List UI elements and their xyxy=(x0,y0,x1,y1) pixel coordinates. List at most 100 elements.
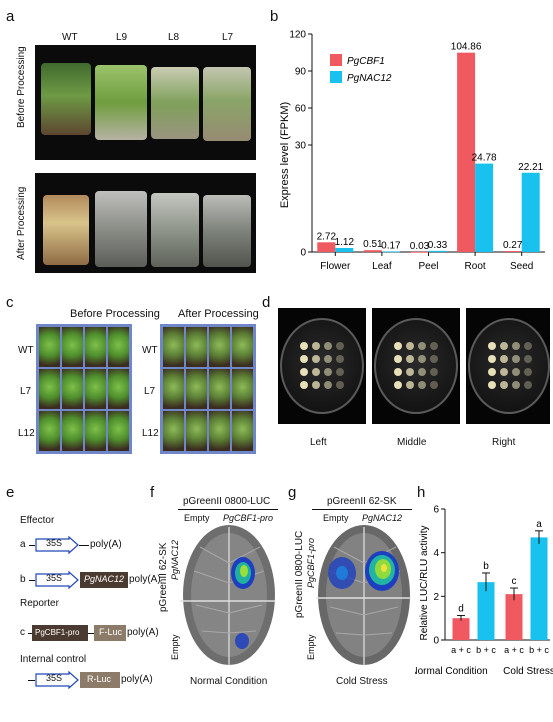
luc-activity-bar-chart: Relative LUC/RLU activity 0 2 4 6 a + c b + c… xyxy=(415,505,553,678)
bar-1 xyxy=(477,582,495,640)
g-left-vector: pGreenII 0800-LUC xyxy=(294,530,305,618)
colony-spot xyxy=(488,342,496,350)
colony-spot xyxy=(312,342,320,350)
promoter-35s-internal: 35S xyxy=(46,673,63,683)
leaf-image-normal xyxy=(180,523,275,669)
colony-spot xyxy=(312,381,320,389)
plate-label-right: Right xyxy=(492,437,516,448)
plant-cell xyxy=(186,327,207,367)
plate-right xyxy=(466,308,550,424)
pot-l7-after xyxy=(203,195,251,267)
internal-control-label: Internal control xyxy=(20,654,87,665)
y-tick-label: 4 xyxy=(433,548,439,559)
colony-spot xyxy=(300,368,308,376)
bar-pgnac12-leaf xyxy=(381,251,400,253)
colony-spot xyxy=(524,355,532,363)
data-label: 2.72 xyxy=(317,231,337,242)
data-label: 0.27 xyxy=(503,240,523,251)
polya-c: poly(A) xyxy=(127,627,159,638)
colony-spot xyxy=(430,368,438,376)
data-label: 0.51 xyxy=(363,239,383,250)
col-label-l9: L9 xyxy=(116,32,128,43)
legend-swatch-pgnac12 xyxy=(330,71,342,83)
legend-label-pgnac12: PgNAC12 xyxy=(347,73,392,84)
panel-letter-e: e xyxy=(6,484,15,501)
plate-label-left: Left xyxy=(310,437,327,448)
plant-cell xyxy=(62,327,83,367)
dish-left xyxy=(280,318,364,414)
legend-label-pgcbf1: PgCBF1 xyxy=(347,56,385,67)
x-tick-label: b + c xyxy=(529,645,549,655)
colony-spot xyxy=(394,368,402,376)
colony-spot xyxy=(512,342,520,350)
colony-spot xyxy=(500,381,508,389)
chart-bars: d b c a xyxy=(452,519,548,640)
plate-label-middle: Middle xyxy=(397,437,427,448)
f-condition: Normal Condition xyxy=(190,676,268,687)
plant-cell xyxy=(163,411,184,451)
photo-after-processing xyxy=(35,173,256,273)
colony-spot xyxy=(418,355,426,363)
panel-letter-h: h xyxy=(417,484,426,501)
line xyxy=(178,509,278,510)
y-tick-label: 90 xyxy=(295,67,307,78)
colony-spot xyxy=(430,381,438,389)
colony-spot xyxy=(336,355,344,363)
row-label-after: After Processing xyxy=(16,186,27,260)
promoter-35s-a: 35S xyxy=(46,538,63,548)
group-label-normal: Normal Condition xyxy=(415,666,488,677)
dish-middle xyxy=(374,318,458,414)
x-tick-label: Root xyxy=(465,261,486,272)
data-label: 104.86 xyxy=(451,42,482,53)
colony-spot xyxy=(336,381,344,389)
bar-pgnac12-flower xyxy=(335,248,354,252)
plant-cell xyxy=(39,411,60,451)
chart-data-labels: 2.721.12 0.510.17 0.030.33 104.86 24.78 0.27 2… xyxy=(317,42,544,252)
col-label-l7: L7 xyxy=(222,32,234,43)
leaf-image-cold xyxy=(316,523,411,669)
line xyxy=(29,545,35,546)
plant-cell xyxy=(108,369,129,409)
colony-spot xyxy=(300,342,308,350)
data-label: 0.17 xyxy=(381,240,401,251)
plate-left xyxy=(278,308,366,424)
x-tick-label: a + c xyxy=(504,645,524,655)
colony-spot xyxy=(336,342,344,350)
rluc-label: R-Luc xyxy=(87,674,112,684)
bar-pgcbf1-flower xyxy=(317,242,336,252)
f-col-empty: Empty xyxy=(184,513,210,523)
promoter-35s-arrow-b xyxy=(35,571,79,589)
y-axis-label: Express level (FPKM) xyxy=(279,102,291,208)
tray-after-processing xyxy=(160,324,256,454)
plant-cell xyxy=(108,327,129,367)
polya-internal: poly(A) xyxy=(121,674,153,685)
g-top-vector: pGreenII 62-SK xyxy=(327,496,397,507)
row-wt-right: WT xyxy=(142,345,158,356)
pot-l9-after xyxy=(95,191,147,267)
effector-label: Effector xyxy=(20,515,55,526)
colony-spot xyxy=(406,381,414,389)
significance-letter: a xyxy=(536,519,542,530)
bar-pgnac12-seed xyxy=(521,172,540,252)
col-label-l8: L8 xyxy=(168,32,180,43)
tray-before-processing xyxy=(36,324,132,454)
plant-cell xyxy=(39,327,60,367)
promoter-35s-arrow-a xyxy=(35,536,79,554)
gene-nac12-label: PgNAC12 xyxy=(84,574,125,584)
construct-b-letter: b xyxy=(20,574,26,585)
panel-letter-f: f xyxy=(150,484,155,501)
title-after: After Processing xyxy=(178,308,259,320)
plant-cell xyxy=(163,327,184,367)
bar-pgcbf1-seed xyxy=(503,251,522,252)
row-l12-left: L12 xyxy=(18,428,35,439)
chart-legend: PgCBF1 PgNAC12 xyxy=(330,54,392,84)
colony-spot xyxy=(406,342,414,350)
bar-0 xyxy=(452,618,470,640)
x-tick-label: b + c xyxy=(476,645,496,655)
plant-cell xyxy=(62,369,83,409)
colony-spot xyxy=(512,355,520,363)
g-row-cbf1pro: PgCBF1-pro xyxy=(306,537,316,588)
significance-letter: d xyxy=(458,604,464,615)
fluc-box xyxy=(94,625,126,641)
expression-bar-chart: Express level (FPKM) 0 30 60 90 120 Flower Lea… xyxy=(279,30,545,272)
